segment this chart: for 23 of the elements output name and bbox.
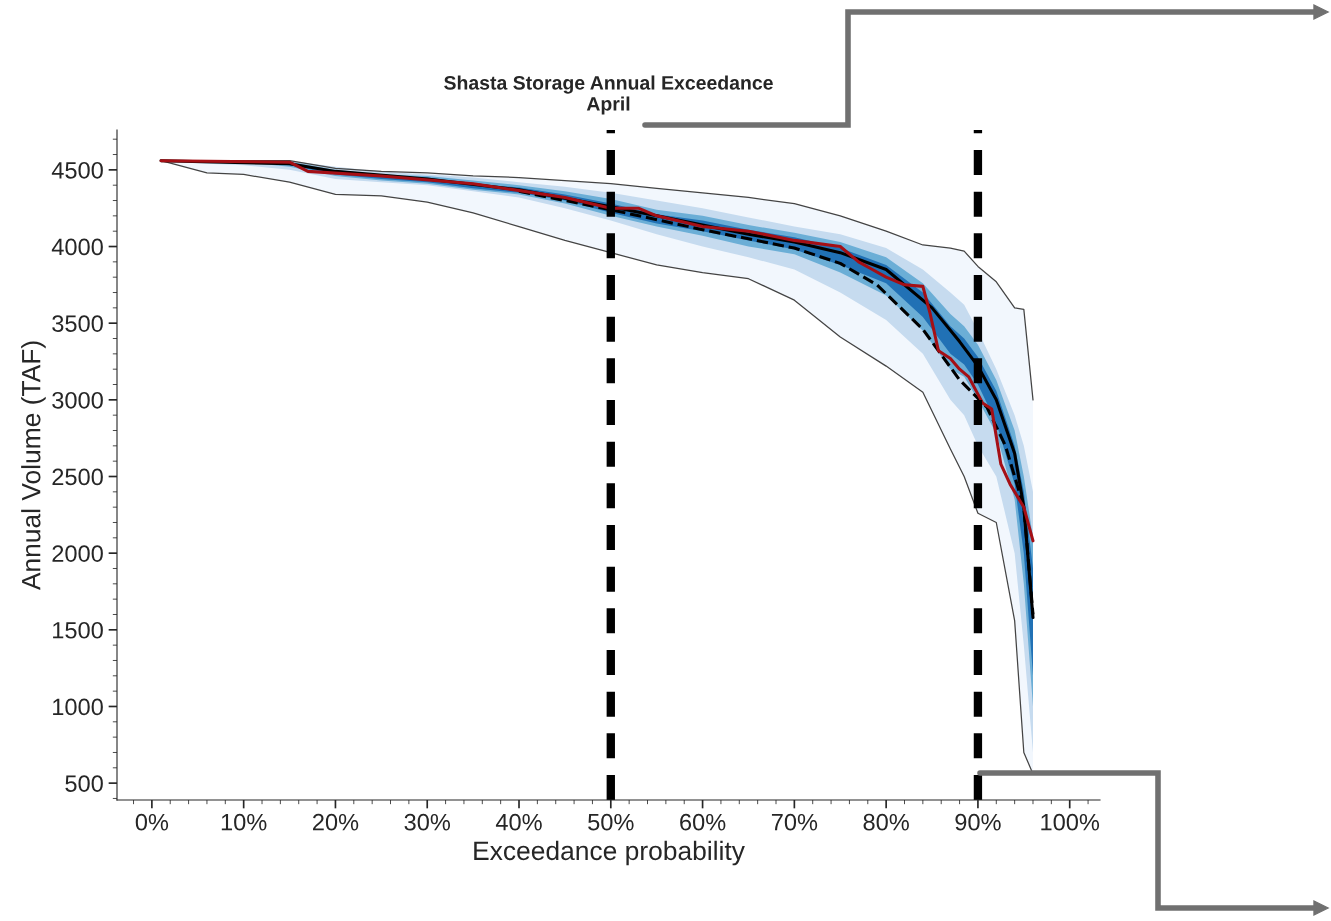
x-tick-label: 30% [404,813,451,831]
y-axis-title: Annual Volume (TAF) [21,341,46,591]
x-tick-label: 0% [135,813,169,831]
x-tick-label: 60% [680,813,726,831]
x-tick-label: 80% [863,813,909,831]
y-tick-label: 2500 [52,468,103,486]
x-tick-label: 50% [588,813,634,831]
x-tick-label: 90% [955,813,1001,831]
y-tick-label: 1500 [53,621,103,639]
x-tick-label: 20% [313,813,359,831]
y-tick-label: 1000 [53,698,103,716]
y-tick-label: 3500 [52,315,103,332]
x-tick-label: 10% [221,813,267,831]
y-tick-label: 3000 [52,391,103,409]
chart-title: Shasta Storage Annual Exceedance April [444,75,773,115]
y-tick-label: 2000 [52,545,103,562]
y-tick-label: 500 [65,775,103,792]
x-axis-title: Exceedance probability [474,840,745,866]
y-tick-label: 4500 [51,161,103,179]
x-tick-label: 70% [771,813,818,831]
x-tick-label: 40% [495,813,542,831]
y-tick-label: 4000 [51,238,103,256]
x-tick-label: 100% [1041,813,1100,831]
